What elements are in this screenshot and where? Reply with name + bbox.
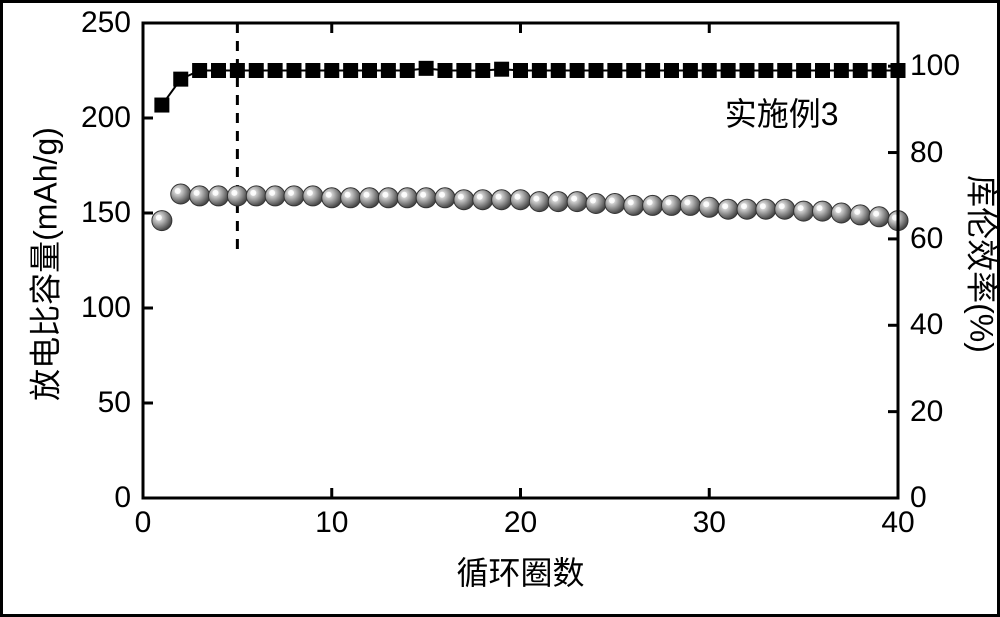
coulombic-efficiency-point bbox=[665, 64, 679, 78]
discharge-capacity-point bbox=[152, 211, 172, 231]
discharge-capacity-point bbox=[756, 199, 776, 219]
figure-frame: 放电比容量(mAh/g) 库伦效率(%) 循环圈数 实施例3 010203040… bbox=[0, 0, 1000, 617]
discharge-capacity-point bbox=[246, 186, 266, 206]
coulombic-efficiency-point bbox=[381, 64, 395, 78]
discharge-capacity-point bbox=[662, 195, 682, 215]
chart-svg bbox=[3, 3, 1000, 617]
coulombic-efficiency-point bbox=[872, 64, 886, 78]
discharge-capacity-point bbox=[416, 188, 436, 208]
discharge-capacity-point bbox=[473, 190, 493, 210]
coulombic-efficiency-point bbox=[589, 64, 603, 78]
tick-label: 0 bbox=[114, 481, 131, 515]
discharge-capacity-point bbox=[360, 188, 380, 208]
coulombic-efficiency-point bbox=[419, 61, 433, 75]
coulombic-efficiency-point bbox=[702, 64, 716, 78]
tick-label: 20 bbox=[910, 395, 943, 429]
coulombic-efficiency-point bbox=[363, 64, 377, 78]
coulombic-efficiency-point bbox=[532, 64, 546, 78]
coulombic-efficiency-point bbox=[834, 64, 848, 78]
tick-label: 250 bbox=[81, 6, 131, 40]
discharge-capacity-point bbox=[831, 203, 851, 223]
coulombic-efficiency-point bbox=[495, 62, 509, 76]
discharge-capacity-point bbox=[643, 195, 663, 215]
coulombic-efficiency-point bbox=[646, 64, 660, 78]
discharge-capacity-point bbox=[209, 186, 229, 206]
coulombic-efficiency-point bbox=[797, 64, 811, 78]
coulombic-efficiency-point bbox=[457, 64, 471, 78]
discharge-capacity-point bbox=[171, 184, 191, 204]
coulombic-efficiency-point bbox=[249, 64, 263, 78]
discharge-capacity-point bbox=[397, 188, 417, 208]
coulombic-efficiency-point bbox=[816, 64, 830, 78]
coulombic-efficiency-point bbox=[155, 98, 169, 112]
coulombic-efficiency-point bbox=[230, 64, 244, 78]
discharge-capacity-point bbox=[737, 199, 757, 219]
coulombic-efficiency-point bbox=[853, 64, 867, 78]
coulombic-efficiency-point bbox=[268, 64, 282, 78]
coulombic-efficiency-point bbox=[400, 64, 414, 78]
discharge-capacity-point bbox=[794, 201, 814, 221]
discharge-capacity-point bbox=[454, 190, 474, 210]
discharge-capacity-point bbox=[850, 205, 870, 225]
tick-label: 30 bbox=[693, 506, 726, 540]
coulombic-efficiency-point bbox=[759, 64, 773, 78]
discharge-capacity-point bbox=[511, 190, 531, 210]
coulombic-efficiency-point bbox=[344, 64, 358, 78]
discharge-capacity-point bbox=[341, 188, 361, 208]
tick-label: 0 bbox=[135, 506, 152, 540]
coulombic-efficiency-point bbox=[740, 64, 754, 78]
tick-label: 100 bbox=[81, 291, 131, 325]
discharge-capacity-point bbox=[284, 186, 304, 206]
tick-label: 20 bbox=[504, 506, 537, 540]
discharge-capacity-point bbox=[586, 194, 606, 214]
tick-label: 100 bbox=[910, 49, 960, 83]
coulombic-efficiency-point bbox=[287, 64, 301, 78]
discharge-capacity-point bbox=[567, 192, 587, 212]
coulombic-efficiency-point bbox=[551, 64, 565, 78]
discharge-capacity-point bbox=[680, 195, 700, 215]
discharge-capacity-point bbox=[624, 195, 644, 215]
tick-label: 80 bbox=[910, 136, 943, 170]
discharge-capacity-point bbox=[813, 201, 833, 221]
tick-label: 10 bbox=[315, 506, 348, 540]
coulombic-efficiency-point bbox=[627, 64, 641, 78]
coulombic-efficiency-point bbox=[438, 64, 452, 78]
discharge-capacity-point bbox=[869, 207, 889, 227]
coulombic-efficiency-point bbox=[778, 64, 792, 78]
discharge-capacity-point bbox=[775, 199, 795, 219]
discharge-capacity-point bbox=[322, 188, 342, 208]
discharge-capacity-point bbox=[492, 190, 512, 210]
coulombic-efficiency-point bbox=[683, 64, 697, 78]
tick-label: 0 bbox=[910, 481, 927, 515]
coulombic-efficiency-point bbox=[325, 64, 339, 78]
discharge-capacity-point bbox=[699, 197, 719, 217]
discharge-capacity-point bbox=[605, 194, 625, 214]
tick-label: 150 bbox=[81, 196, 131, 230]
coulombic-efficiency-point bbox=[514, 64, 528, 78]
discharge-capacity-point bbox=[548, 192, 568, 212]
coulombic-efficiency-point bbox=[306, 64, 320, 78]
tick-label: 60 bbox=[910, 222, 943, 256]
tick-label: 200 bbox=[81, 101, 131, 135]
coulombic-efficiency-point bbox=[193, 64, 207, 78]
coulombic-efficiency-point bbox=[608, 64, 622, 78]
coulombic-efficiency-point bbox=[212, 64, 226, 78]
coulombic-efficiency-point bbox=[476, 64, 490, 78]
discharge-capacity-point bbox=[378, 188, 398, 208]
coulombic-efficiency-point bbox=[570, 64, 584, 78]
discharge-capacity-point bbox=[227, 186, 247, 206]
discharge-capacity-point bbox=[303, 186, 323, 206]
tick-label: 40 bbox=[910, 308, 943, 342]
coulombic-efficiency-point bbox=[174, 72, 188, 86]
tick-label: 50 bbox=[98, 386, 131, 420]
discharge-capacity-point bbox=[265, 186, 285, 206]
discharge-capacity-point bbox=[190, 186, 210, 206]
discharge-capacity-point bbox=[529, 192, 549, 212]
discharge-capacity-point bbox=[718, 199, 738, 219]
coulombic-efficiency-point bbox=[721, 64, 735, 78]
discharge-capacity-point bbox=[435, 188, 455, 208]
